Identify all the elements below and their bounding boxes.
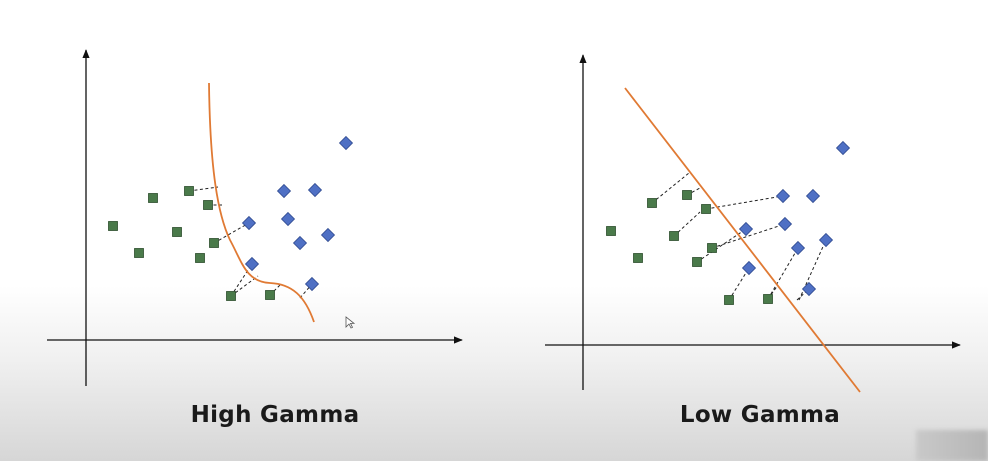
blue-diamond-point [835, 140, 851, 156]
blue-diamond-point [818, 232, 834, 248]
high-gamma-caption: High Gamma [190, 402, 360, 428]
green-square-point [184, 186, 194, 196]
margin-link [728, 267, 750, 301]
blue-diamond-point [738, 221, 754, 237]
margin-link [188, 186, 219, 192]
blue-diamond-point [276, 183, 292, 199]
green-square-point [669, 231, 679, 241]
blue-diamond-point [801, 281, 817, 297]
green-square-point [172, 227, 182, 237]
blue-diamond-point [777, 216, 793, 232]
green-square-point [692, 257, 702, 267]
green-square-point [265, 290, 275, 300]
green-square-point [209, 238, 219, 248]
blue-diamond-point [805, 188, 821, 204]
blue-diamond-point [244, 256, 260, 272]
green-square-point [724, 295, 734, 305]
green-square-point [633, 253, 643, 263]
blue-diamond-point [338, 135, 354, 151]
green-square-point [763, 294, 773, 304]
margin-link [230, 263, 253, 297]
green-square-point [226, 291, 236, 301]
blue-diamond-point [790, 240, 806, 256]
blue-diamond-point [775, 188, 791, 204]
low-gamma-points [606, 140, 851, 305]
margin-link [705, 195, 784, 210]
blue-diamond-point [741, 260, 757, 276]
green-square-point [682, 190, 692, 200]
margin-link [651, 172, 690, 204]
low-gamma-panel [545, 54, 961, 393]
margin-link [213, 222, 250, 244]
blue-diamond-point [280, 211, 296, 227]
blue-diamond-point [241, 215, 257, 231]
margin-link [711, 223, 786, 249]
margin-link [767, 247, 799, 300]
blue-diamond-point [304, 276, 320, 292]
high-gamma-points [108, 135, 354, 301]
blue-diamond-point [307, 182, 323, 198]
green-square-point [606, 226, 616, 236]
green-square-point [647, 198, 657, 208]
green-square-point [701, 204, 711, 214]
high-gamma-margin-links [188, 186, 313, 299]
high-gamma-decision-boundary [208, 82, 315, 323]
blue-diamond-point [292, 235, 308, 251]
green-square-point [134, 248, 144, 258]
green-square-point [108, 221, 118, 231]
green-square-point [195, 253, 205, 263]
low-gamma-caption: Low Gamma [679, 402, 841, 428]
high-gamma-panel [47, 49, 463, 386]
corner-overlay [916, 430, 988, 461]
low-gamma-decision-boundary [624, 87, 861, 393]
blue-diamond-point [320, 227, 336, 243]
margin-link [696, 228, 747, 263]
green-square-point [148, 193, 158, 203]
green-square-point [203, 200, 213, 210]
mouse-cursor-icon [345, 316, 356, 329]
green-square-point [707, 243, 717, 253]
